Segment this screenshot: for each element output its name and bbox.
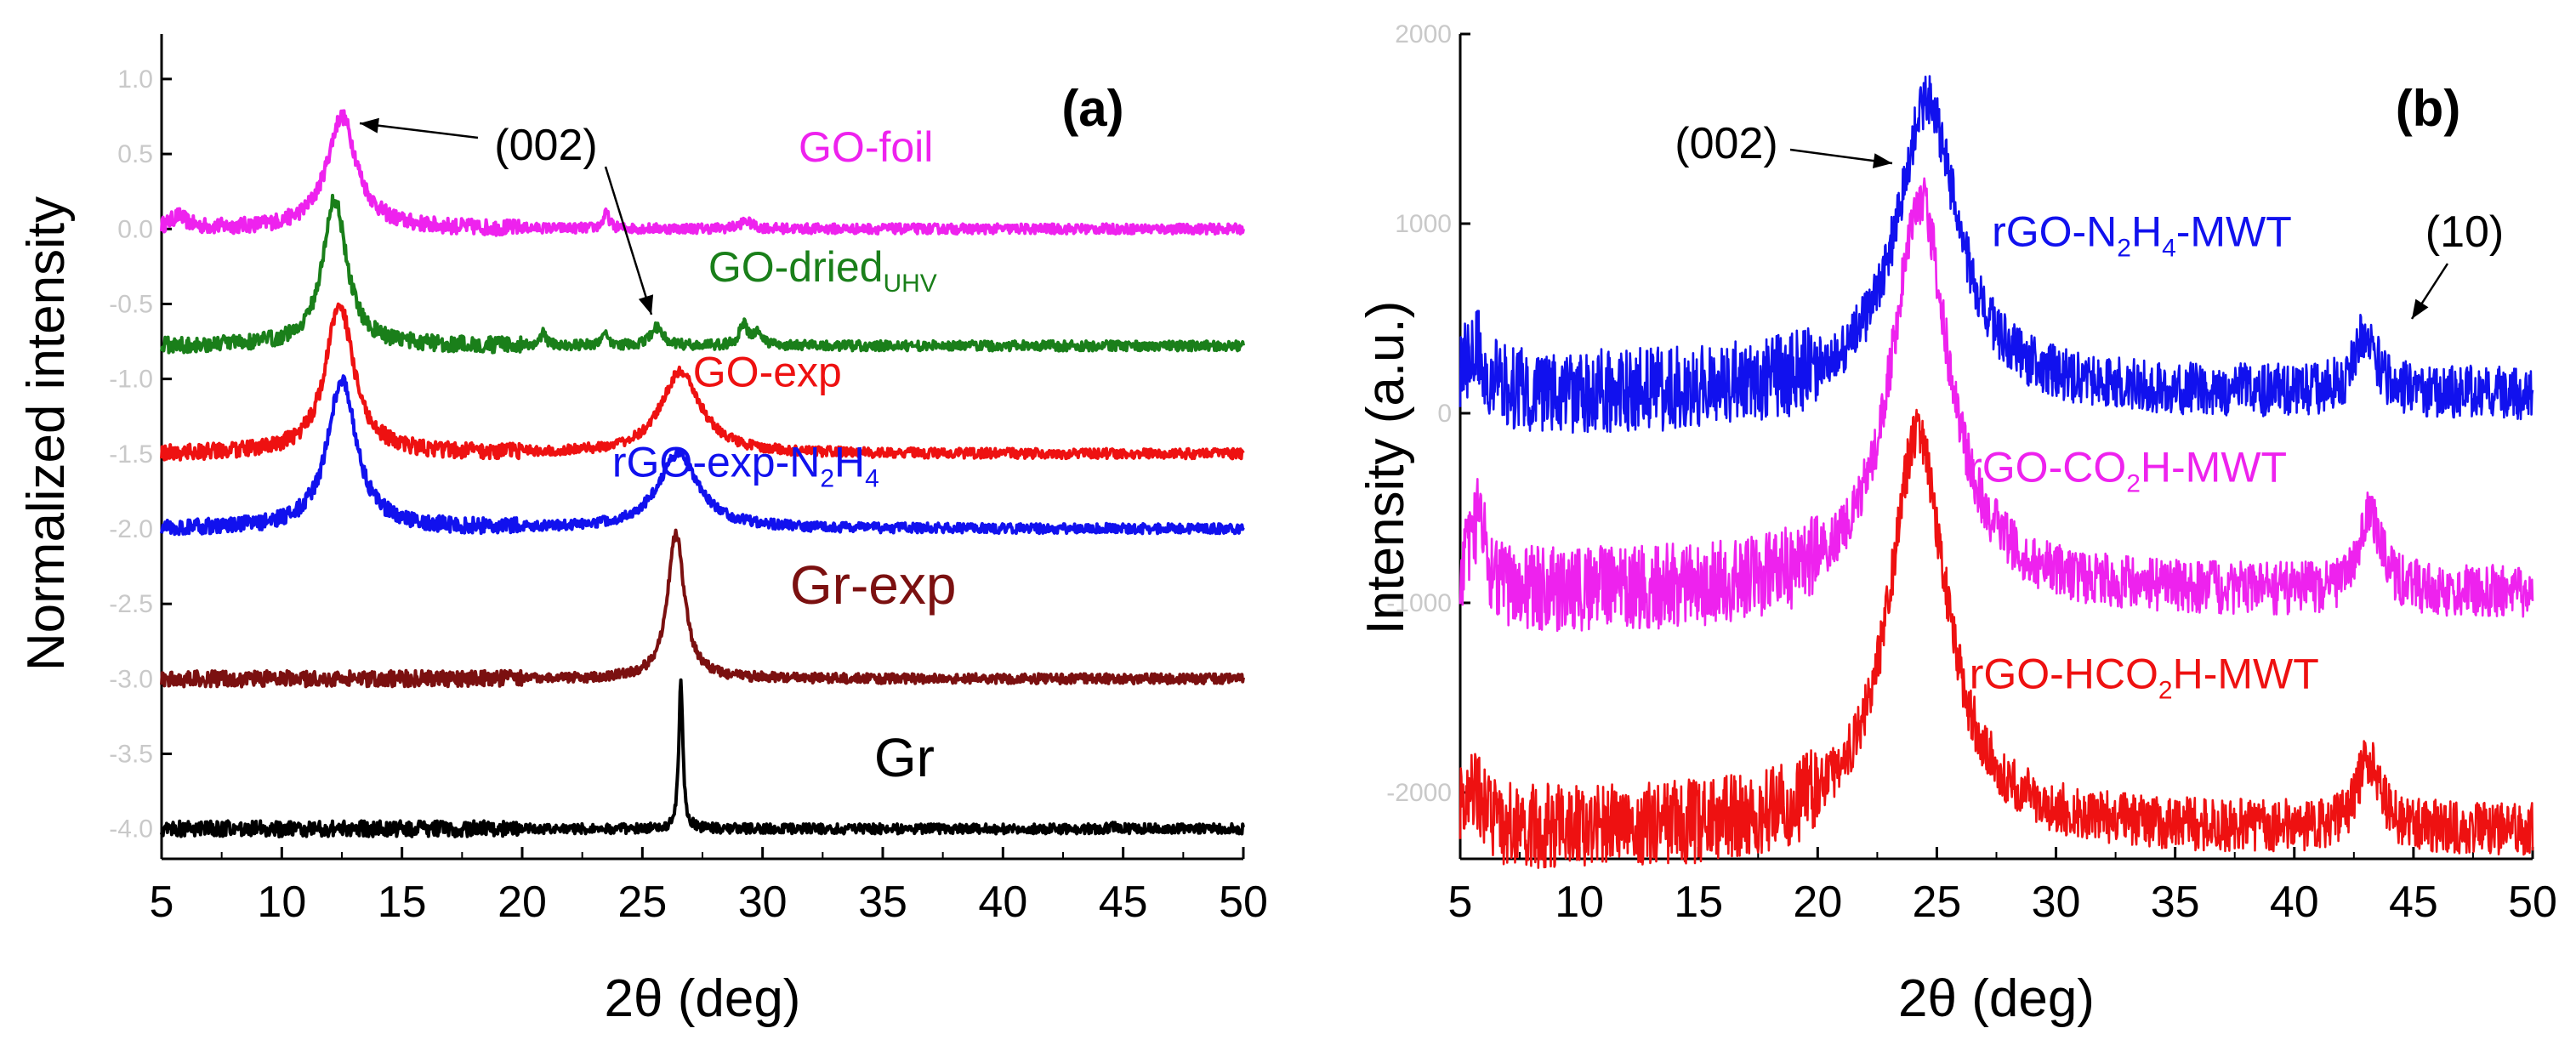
series-label-text: H: [834, 438, 865, 486]
x-tick-label: 40: [2270, 878, 2319, 927]
x-axis-title: 2θ (deg): [1898, 969, 2095, 1028]
series-label-text: GO-exp: [693, 348, 842, 395]
series-label: GO-foil: [799, 123, 933, 171]
x-tick-label: 45: [2389, 878, 2438, 927]
series-label: Gr: [874, 727, 935, 788]
series-label-text: Gr-exp: [790, 554, 957, 616]
y-tick-label: 2000: [1395, 20, 1452, 48]
series-label-subscript: 4: [865, 464, 879, 492]
y-tick-label: -1.0: [109, 366, 153, 394]
x-tick-label: 40: [978, 878, 1027, 927]
series-label-text: rGO-CO: [1968, 443, 2126, 491]
y-tick-label: 0.0: [117, 215, 153, 243]
series-line: [160, 193, 1245, 355]
series-line: [1459, 408, 2534, 869]
y-axis-title: Intensity (a.u.): [1356, 301, 1415, 635]
x-axis-title: 2θ (deg): [605, 969, 801, 1028]
x-tick-label: 20: [498, 878, 547, 927]
y-tick-label: -1.5: [109, 440, 153, 469]
series-label: rGO-HCO2H-MWT: [1970, 650, 2319, 704]
series-label-text: rGO-HCO: [1970, 650, 2158, 697]
y-tick-label: 1.0: [117, 65, 153, 94]
series-label: rGO-N2H4-MWT: [1992, 208, 2292, 263]
x-tick-label: 5: [150, 878, 174, 927]
series-line: [160, 302, 1245, 462]
x-tick-label: 25: [1913, 878, 1962, 927]
series-line: [1459, 177, 2534, 632]
x-tick-label: 25: [617, 878, 667, 927]
series-label-text: H: [2131, 208, 2162, 256]
panel-label: (a): [1061, 80, 1123, 137]
x-tick-label: 30: [2032, 878, 2081, 927]
series-label-text: GO-dried: [708, 243, 884, 291]
y-tick-label: -2000: [1386, 779, 1452, 807]
series-line: [160, 678, 1245, 838]
series-line: [1459, 75, 2534, 434]
x-tick-label: 20: [1793, 878, 1842, 927]
series-label-text: Gr: [874, 727, 935, 788]
annotation-arrow-line: [359, 122, 479, 139]
series-label-subscript: 2: [2117, 235, 2131, 263]
series-label-subscript: UHV: [883, 270, 936, 298]
x-tick-label: 30: [738, 878, 788, 927]
panel-a-chart: 5 10 15 20 25 30 35 40 45 50 1.0 0.5 0.0 -0.5 -1.0 -1.5…: [17, 34, 1268, 1028]
x-tick-label: 45: [1099, 878, 1148, 927]
series-line: [160, 528, 1245, 689]
y-tick-label: -1000: [1386, 589, 1452, 617]
x-tick-label: 10: [1555, 878, 1604, 927]
panel-b-chart: 5 10 15 20 25 30 35 40 45 50 2000 1000 0 -1000 -2000 2θ…: [1356, 20, 2557, 1028]
series-label-text: H-MWT: [2173, 650, 2319, 697]
annotation-arrow-head: [1873, 153, 1892, 168]
x-tick-label: 5: [1448, 878, 1473, 927]
y-tick-label: 0: [1437, 400, 1452, 428]
series-label: rGO-exp-N2H4: [612, 438, 879, 492]
panel-label: (b): [2396, 80, 2461, 137]
y-axis-title: Normalized intensity: [17, 196, 76, 671]
series-label: GO-exp: [693, 348, 842, 395]
y-tick-label: -0.5: [109, 290, 153, 318]
y-tick-label: -3.5: [109, 741, 153, 769]
y-tick-label: -3.0: [109, 665, 153, 693]
series-label-subscript: 2: [820, 464, 834, 492]
series-line: [160, 109, 1245, 237]
y-tick-label: -4.0: [109, 815, 153, 844]
x-tick-label: 10: [257, 878, 306, 927]
x-tick-label: 35: [2151, 878, 2200, 927]
series-label-subscript: 2: [2158, 676, 2173, 704]
x-tick-label: 15: [1674, 878, 1723, 927]
y-tick-label: -2.5: [109, 590, 153, 618]
series-label: GO-driedUHV: [708, 243, 937, 298]
peak-annotation: (10): [2425, 207, 2504, 257]
series-label: rGO-CO2H-MWT: [1968, 443, 2287, 497]
series-label-subscript: 4: [2162, 235, 2176, 263]
y-tick-label: 0.5: [117, 140, 153, 168]
series-label-text: H-MWT: [2141, 443, 2287, 491]
annotation-arrow-head: [2412, 298, 2429, 319]
series-label: Gr-exp: [790, 554, 957, 616]
y-tick-label: 1000: [1395, 210, 1452, 238]
x-tick-label: 15: [378, 878, 427, 927]
series-label-subscript: 2: [2126, 469, 2141, 497]
series-label-text: rGO-exp-N: [612, 438, 820, 486]
annotation-arrow-head: [638, 294, 654, 315]
annotation-arrow-head: [360, 117, 379, 134]
y-tick-label: -2.0: [109, 515, 153, 543]
x-tick-label: 35: [858, 878, 907, 927]
series-label-text: GO-foil: [799, 123, 933, 171]
x-tick-label: 50: [1219, 878, 1268, 927]
x-tick-label: 50: [2508, 878, 2557, 927]
annotation-arrow-line: [604, 166, 653, 315]
peak-annotation: (002): [1675, 119, 1777, 168]
series-line: [160, 374, 1245, 537]
series-label-text: -MWT: [2176, 208, 2292, 256]
peak-annotation: (002): [494, 121, 597, 170]
series-label-text: rGO-N: [1992, 208, 2117, 256]
